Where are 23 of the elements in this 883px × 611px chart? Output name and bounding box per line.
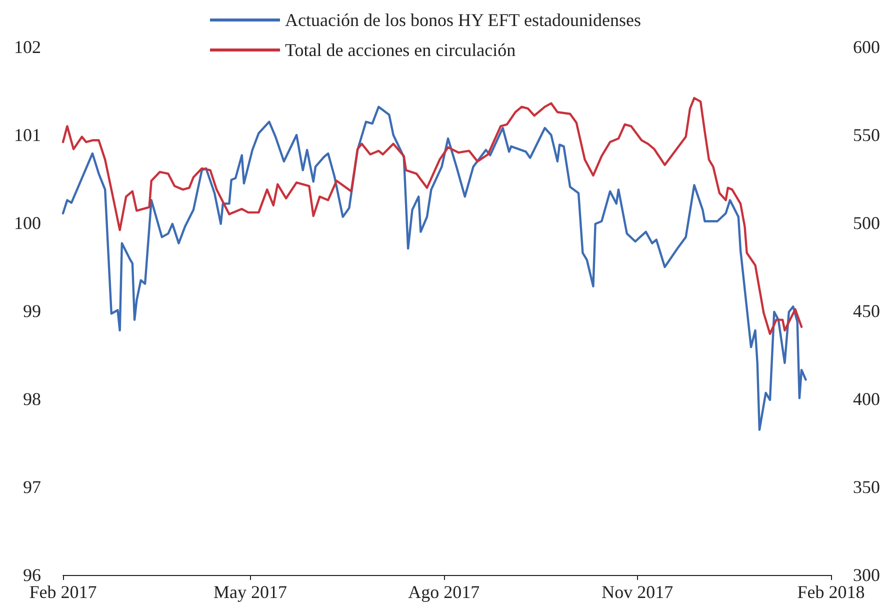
y2-tick-label: 350 (853, 477, 880, 497)
y-tick-label: 99 (23, 301, 41, 321)
x-tick-label: Ago 2017 (408, 582, 480, 602)
y-tick-label: 98 (23, 389, 41, 409)
y2-tick-label: 550 (853, 125, 880, 145)
y-tick-label: 101 (14, 125, 41, 145)
x-tick-label: Nov 2017 (602, 582, 674, 602)
y2-tick-label: 600 (853, 37, 880, 57)
x-tick-label: May 2017 (214, 582, 288, 602)
line-series (62, 96, 803, 335)
legend-label: Total de acciones en circulación (285, 40, 516, 60)
y-tick-label: 96 (23, 565, 41, 585)
y-tick-label: 97 (23, 477, 41, 497)
legend-label: Actuación de los bonos HY EFT estadounidenses (285, 10, 641, 30)
y-tick-label: 100 (14, 213, 41, 233)
x-tick-label: Feb 2018 (797, 582, 865, 602)
y2-tick-label: 450 (853, 301, 880, 321)
y2-tick-label: 400 (853, 389, 880, 409)
y2-tick-label: 500 (853, 213, 880, 233)
line-series (62, 106, 807, 431)
y-tick-label: 102 (14, 37, 41, 57)
x-tick-label: Feb 2017 (29, 582, 97, 602)
y2-tick-label: 300 (853, 565, 880, 585)
